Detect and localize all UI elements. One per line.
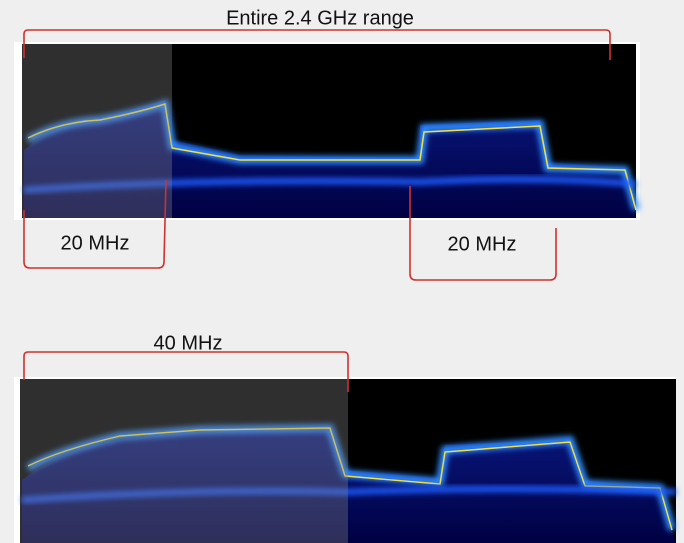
band-label: 40 MHz — [154, 332, 223, 354]
shaded-band — [22, 44, 172, 218]
band-label: 20 MHz — [61, 232, 130, 254]
bottom-spectrogram — [14, 377, 676, 543]
range-label: Entire 2.4 GHz range — [226, 7, 414, 29]
shaded-band — [20, 379, 348, 543]
band-label: 20 MHz — [448, 233, 517, 255]
figure: Entire 2.4 GHz range 20 MHz 20 MHz 40 MH… — [0, 0, 684, 543]
top-spectrogram — [14, 42, 640, 220]
